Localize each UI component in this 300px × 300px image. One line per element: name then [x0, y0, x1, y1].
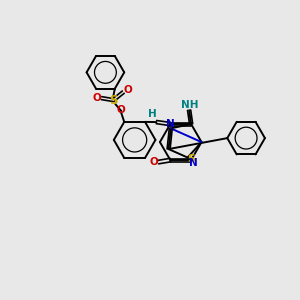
Text: S: S — [109, 94, 118, 106]
Text: S: S — [188, 154, 196, 164]
Text: O: O — [149, 157, 158, 167]
Text: N: N — [189, 158, 197, 168]
Text: O: O — [117, 105, 126, 115]
Text: NH: NH — [182, 100, 199, 110]
Text: O: O — [92, 93, 101, 103]
Text: H: H — [148, 109, 157, 119]
Text: N: N — [167, 119, 175, 129]
Text: O: O — [124, 85, 133, 95]
